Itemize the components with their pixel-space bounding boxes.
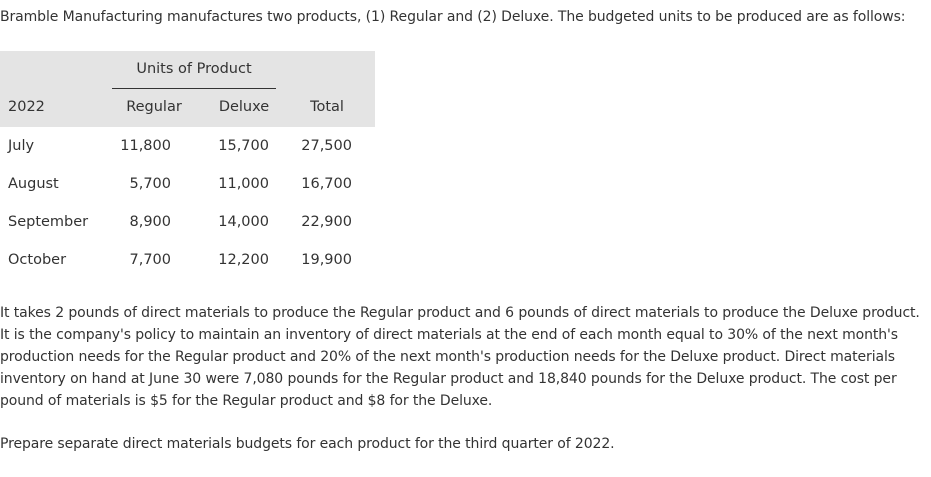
- row-label-month: August: [8, 176, 59, 192]
- cell-deluxe: 15,700: [218, 138, 269, 154]
- problem-details-paragraph: It takes 2 pounds of direct materials to…: [0, 305, 920, 409]
- cell-regular: 8,900: [129, 214, 171, 230]
- year-header: 2022: [8, 99, 45, 115]
- column-header-deluxe: Deluxe: [218, 99, 270, 115]
- cell-regular: 11,800: [120, 138, 171, 154]
- column-header-total: Total: [310, 99, 344, 115]
- table-header-background: [0, 51, 375, 127]
- row-label-month: July: [8, 138, 35, 154]
- cell-total: 22,900: [301, 214, 352, 230]
- cell-deluxe: 14,000: [218, 214, 269, 230]
- column-header-regular: Regular: [126, 99, 182, 115]
- cell-regular: 5,700: [129, 176, 171, 192]
- units-of-product-header: Units of Product: [112, 59, 276, 89]
- cell-deluxe: 11,000: [218, 176, 269, 192]
- row-label-month: September: [8, 214, 89, 230]
- row-label-month: October: [8, 252, 67, 268]
- cell-total: 27,500: [301, 138, 352, 154]
- cell-regular: 7,700: [129, 252, 171, 268]
- problem-instruction: Prepare separate direct materials budget…: [0, 436, 615, 452]
- problem-intro: Bramble Manufacturing manufactures two p…: [0, 9, 906, 25]
- cell-total: 19,900: [301, 252, 352, 268]
- cell-total: 16,700: [301, 176, 352, 192]
- cell-deluxe: 12,200: [218, 252, 269, 268]
